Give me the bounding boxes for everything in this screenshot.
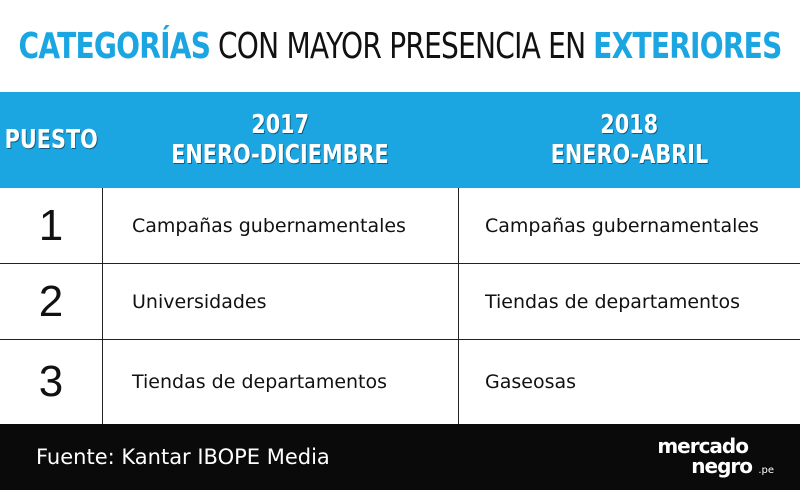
title-part-1: CATEGORÍAS	[18, 25, 211, 67]
header-col-puesto-label: PUESTO	[4, 125, 98, 155]
table-header: PUESTO 2017 ENERO-DICIEMBRE 2018 ENERO-A…	[0, 92, 800, 188]
rank-cell: 1	[38, 200, 64, 250]
cell-2017: Tiendas de departamentos	[132, 371, 388, 393]
header-col-2018-year: 2018	[600, 110, 658, 140]
source-text: Fuente: Kantar IBOPE Media	[36, 445, 330, 469]
logo-line-1: mercado	[657, 434, 749, 458]
header-col-2018: 2018 ENERO-ABRIL	[458, 92, 800, 188]
logo-suffix: .pe	[758, 465, 774, 476]
title-part-2: CON MAYOR PRESENCIA EN	[217, 25, 586, 67]
page-title: CATEGORÍAS CON MAYOR PRESENCIA EN EXTERI…	[18, 0, 782, 92]
header-col-2017-year: 2017	[251, 110, 309, 140]
cell-2017: Universidades	[132, 290, 267, 313]
table-row: 3 Tiendas de departamentos Gaseosas	[0, 340, 800, 424]
cell-2018: Tiendas de departamentos	[485, 290, 741, 313]
header-col-2018-period: ENERO-ABRIL	[550, 140, 708, 170]
cell-2018: Gaseosas	[485, 371, 577, 393]
header-col-2017: 2017 ENERO-DICIEMBRE	[102, 92, 458, 188]
rank-cell: 3	[38, 357, 64, 406]
table-row: 2 Universidades Tiendas de departamentos	[0, 264, 800, 340]
rank-cell: 2	[38, 276, 64, 326]
footer: Fuente: Kantar IBOPE Media mercado negro…	[0, 424, 800, 490]
mercado-negro-logo: mercado negro .pe	[624, 434, 774, 482]
title-part-3: EXTERIORES	[593, 25, 782, 67]
column-divider	[102, 188, 103, 424]
table-row: 1 Campañas gubernamentales Campañas gube…	[0, 188, 800, 264]
header-col-2017-period: ENERO-DICIEMBRE	[171, 140, 389, 170]
column-divider	[458, 188, 459, 424]
cell-2018: Campañas gubernamentales	[485, 214, 759, 237]
logo-line-2: negro	[691, 454, 753, 478]
header-col-puesto: PUESTO	[0, 92, 102, 188]
cell-2017: Campañas gubernamentales	[132, 214, 406, 237]
